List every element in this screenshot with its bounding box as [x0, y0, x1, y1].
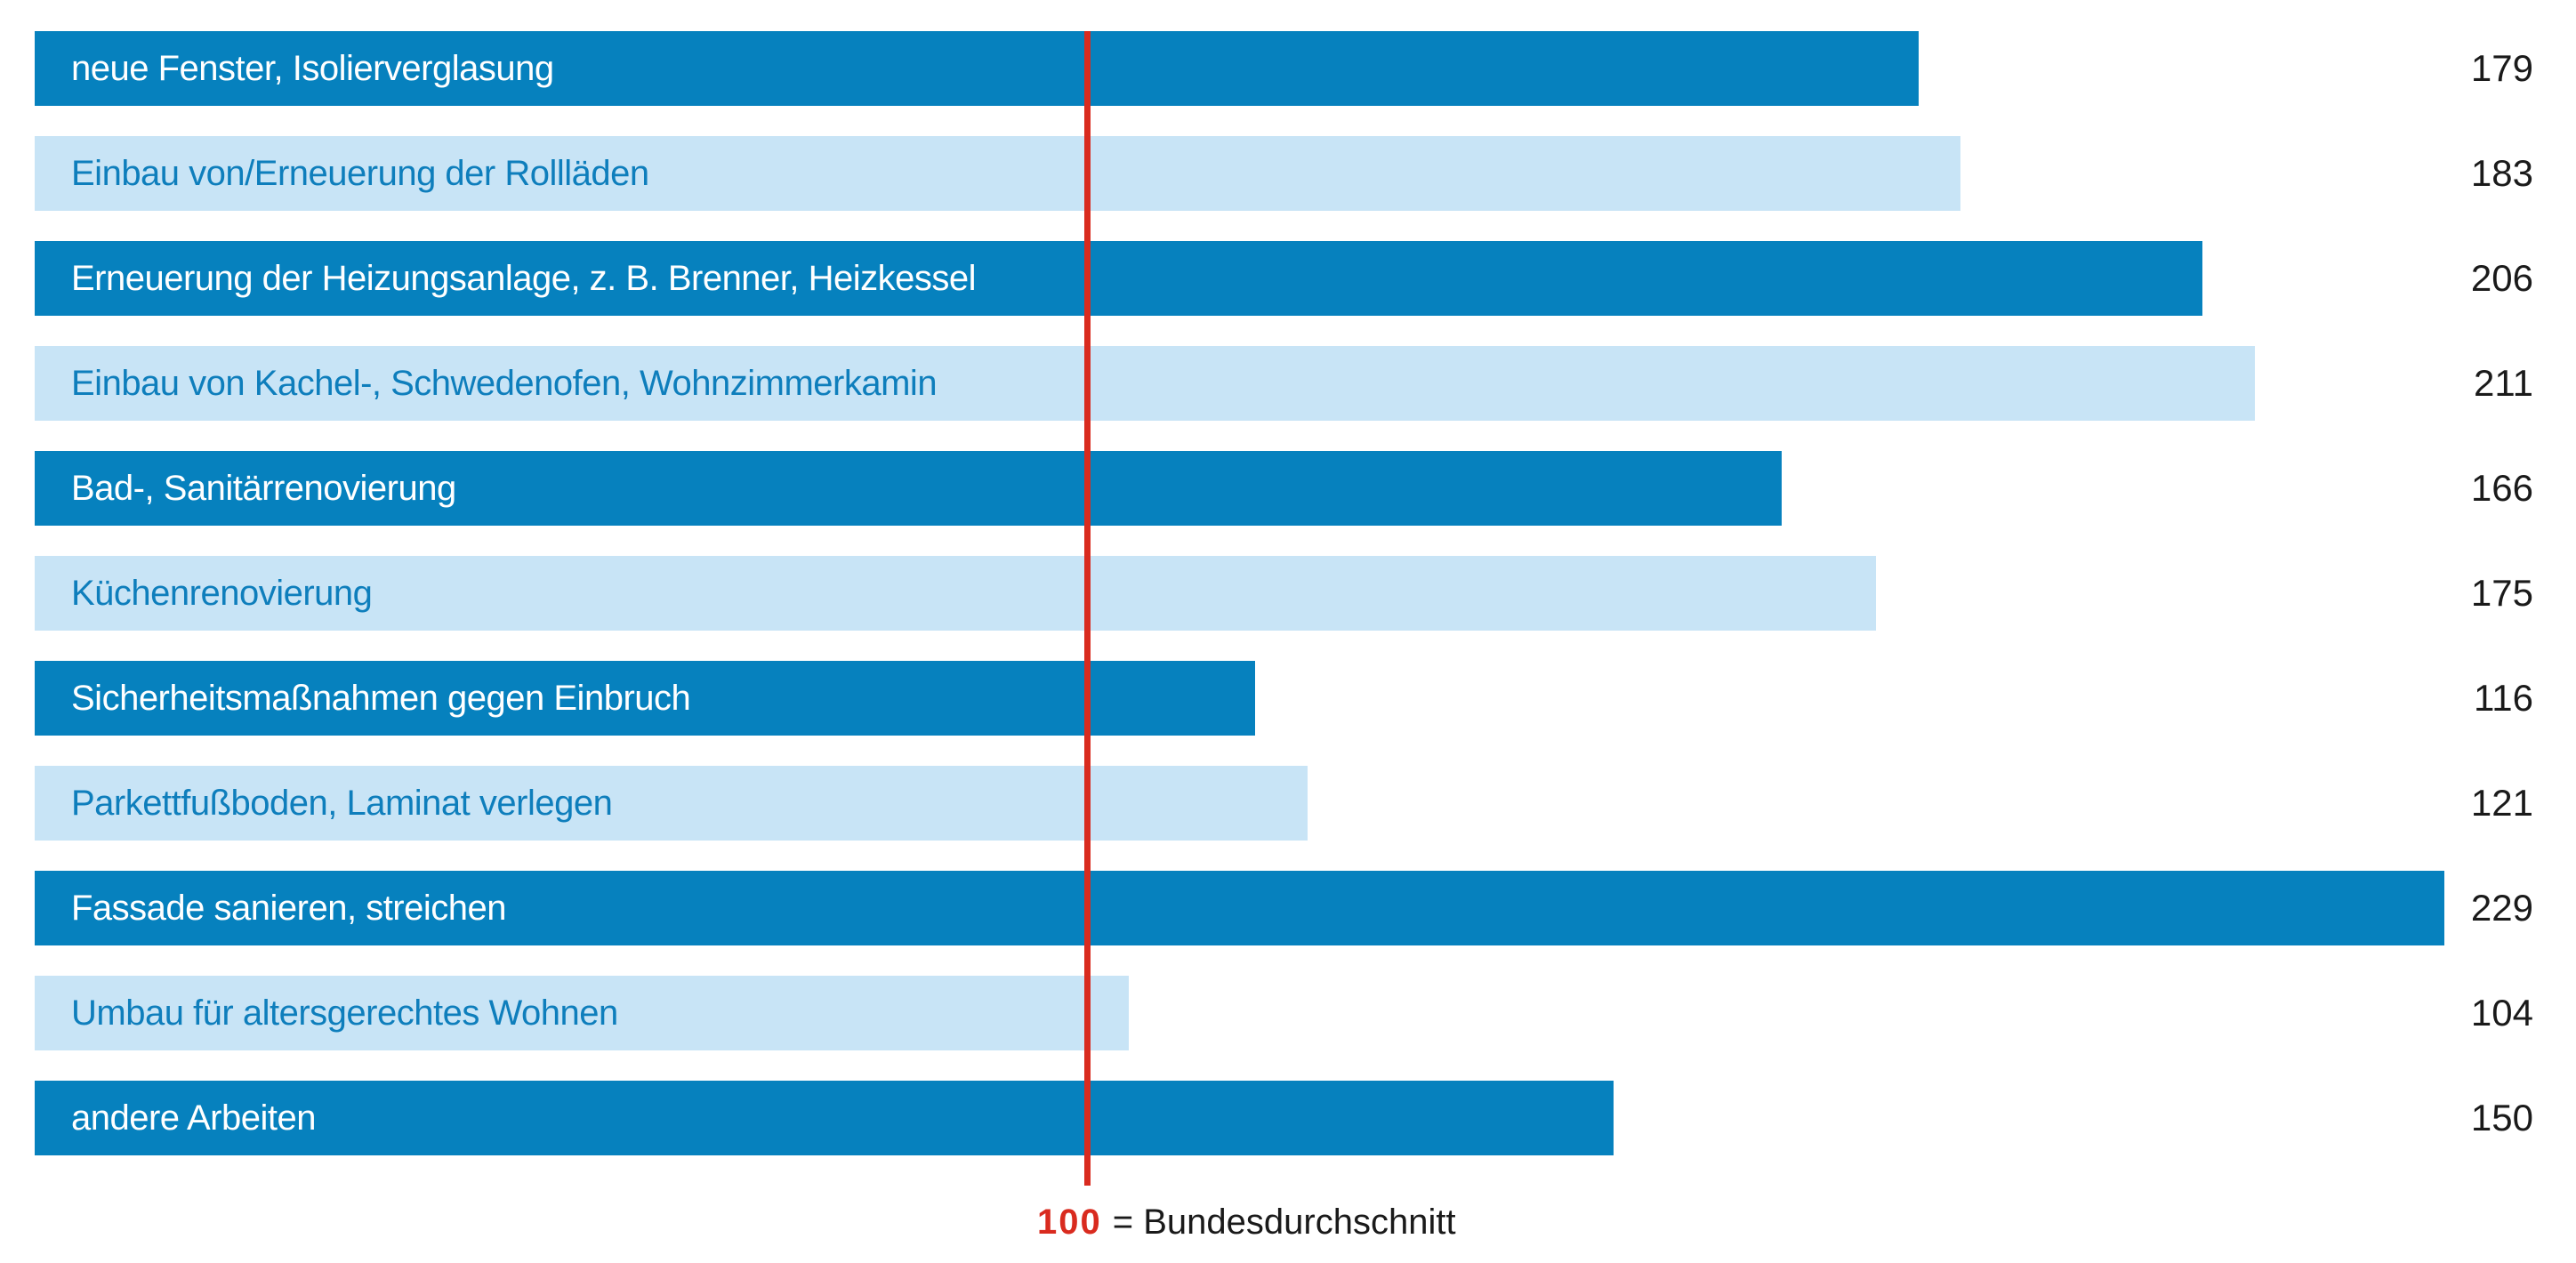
- bar-label: Umbau für altersgerechtes Wohnen: [71, 993, 618, 1033]
- bar: Küchenrenovierung: [35, 556, 1876, 631]
- bar: Bad-, Sanitärrenovierung: [35, 451, 1782, 526]
- bar-value: 206: [2470, 257, 2533, 299]
- bar-value: 175: [2470, 572, 2533, 614]
- bar: Sicherheitsmaßnahmen gegen Einbruch: [35, 661, 1255, 736]
- bar-row: Einbau von/Erneuerung der Rollläden 183: [0, 136, 2576, 211]
- bar-label: Fassade sanieren, streichen: [71, 888, 507, 928]
- bar-value: 166: [2470, 467, 2533, 509]
- legend-reference-value: 100: [1037, 1203, 1102, 1242]
- bar-label: neue Fenster, Isolierverglasung: [71, 48, 554, 88]
- bar-value: 183: [2470, 152, 2533, 194]
- bar-row: Sicherheitsmaßnahmen gegen Einbruch 116: [0, 661, 2576, 736]
- bar-value: 121: [2470, 782, 2533, 824]
- bar-row: Bad-, Sanitärrenovierung 166: [0, 451, 2576, 526]
- bar-row: Umbau für altersgerechtes Wohnen 104: [0, 976, 2576, 1050]
- bar: Umbau für altersgerechtes Wohnen: [35, 976, 1129, 1050]
- bar-label: Bad-, Sanitärrenovierung: [71, 468, 456, 508]
- bar: neue Fenster, Isolierverglasung: [35, 31, 1919, 106]
- bar: Erneuerung der Heizungsanlage, z. B. Bre…: [35, 241, 2202, 316]
- bar: Einbau von Kachel-, Schwedenofen, Wohnzi…: [35, 346, 2255, 421]
- bar: Fassade sanieren, streichen: [35, 871, 2444, 945]
- bar-value: 116: [2474, 677, 2533, 719]
- bar: andere Arbeiten: [35, 1081, 1614, 1155]
- bar-row: Parkettfußboden, Laminat verlegen 121: [0, 766, 2576, 841]
- bar-value: 179: [2470, 47, 2533, 89]
- bar-value: 229: [2470, 887, 2533, 929]
- bar: Parkettfußboden, Laminat verlegen: [35, 766, 1308, 841]
- bar-row: neue Fenster, Isolierverglasung 179: [0, 31, 2576, 106]
- legend-reference-label: = Bundesdurchschnitt: [1112, 1203, 1456, 1242]
- bar-label: Einbau von/Erneuerung der Rollläden: [71, 153, 649, 193]
- bar-label: Sicherheitsmaßnahmen gegen Einbruch: [71, 678, 691, 718]
- bar-value: 211: [2474, 362, 2533, 404]
- bar-row: andere Arbeiten 150: [0, 1081, 2576, 1155]
- bar-row: Einbau von Kachel-, Schwedenofen, Wohnzi…: [0, 346, 2576, 421]
- bar-label: andere Arbeiten: [71, 1098, 316, 1138]
- bar-label: Erneuerung der Heizungsanlage, z. B. Bre…: [71, 258, 977, 298]
- bar-label: Parkettfußboden, Laminat verlegen: [71, 783, 613, 823]
- bar-value: 150: [2470, 1097, 2533, 1138]
- bar-label: Küchenrenovierung: [71, 573, 373, 613]
- bar: Einbau von/Erneuerung der Rollläden: [35, 136, 1960, 211]
- bar-rows: neue Fenster, Isolierverglasung 179 Einb…: [0, 31, 2576, 1155]
- legend: 100 = Bundesdurchschnitt: [1037, 1203, 1456, 1243]
- reference-line: [1084, 31, 1091, 1186]
- bar-row: Fassade sanieren, streichen 229: [0, 871, 2576, 945]
- bar-row: Erneuerung der Heizungsanlage, z. B. Bre…: [0, 241, 2576, 316]
- bar-row: Küchenrenovierung 175: [0, 556, 2576, 631]
- bar-label: Einbau von Kachel-, Schwedenofen, Wohnzi…: [71, 363, 938, 403]
- bar-value: 104: [2470, 992, 2533, 1034]
